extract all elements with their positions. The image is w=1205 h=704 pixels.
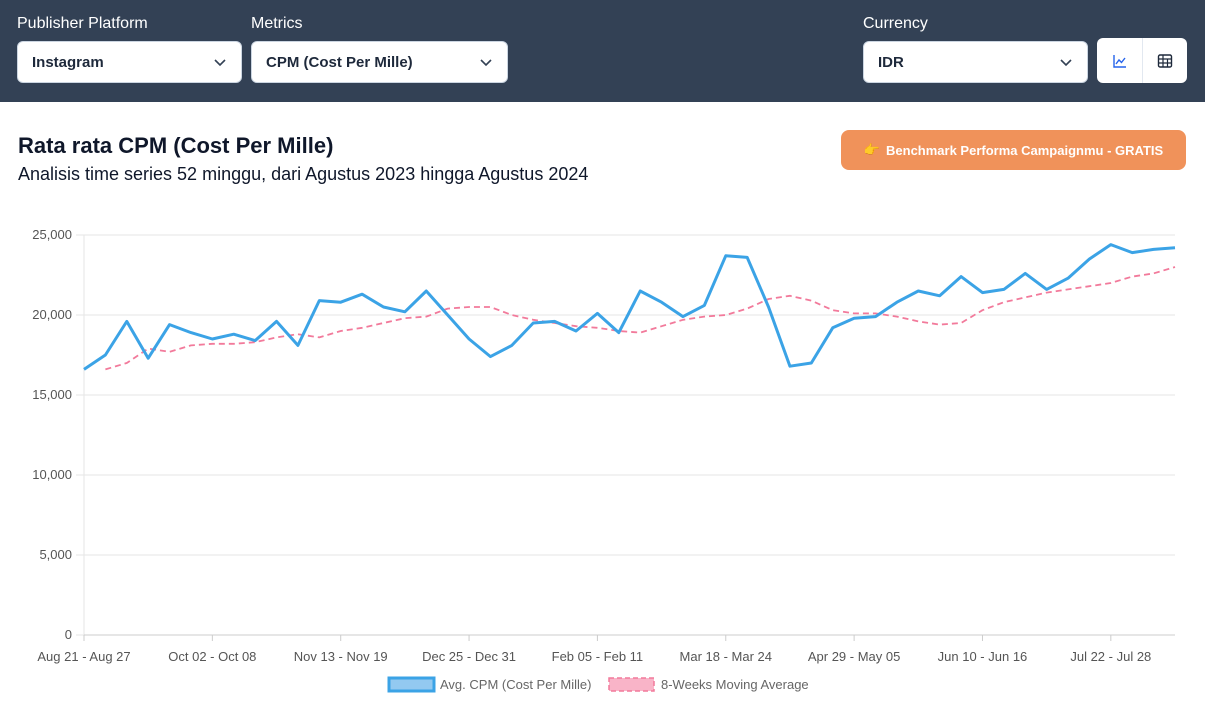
series [83, 243, 1176, 371]
currency-select[interactable]: IDR [863, 41, 1088, 83]
y-tick-label: 15,000 [32, 387, 72, 402]
chevron-down-icon [214, 59, 226, 67]
series-line-moving-average [105, 266, 1176, 371]
axes: 0 5,000 10,000 15,000 20,000 25,000 Aug 21 - A… [32, 227, 1175, 664]
metrics-select[interactable]: CPM (Cost Per Mille) [251, 41, 508, 83]
currency-label: Currency [863, 15, 928, 32]
cpm-line-chart: 0 5,000 10,000 15,000 20,000 25,000 Aug 21 - A… [32, 227, 1176, 693]
view-toggle [1097, 38, 1187, 83]
publisher-platform-label: Publisher Platform [17, 15, 148, 32]
y-tick-label: 20,000 [32, 307, 72, 322]
currency-value: IDR [878, 53, 904, 71]
chart-title: Rata rata CPM (Cost Per Mille) [18, 133, 334, 158]
chart-subtitle: Analisis time series 52 minggu, dari Agu… [18, 164, 589, 184]
x-tick-label: Nov 13 - Nov 19 [294, 649, 388, 664]
legend: Avg. CPM (Cost Per Mille) 8-Weeks Moving … [387, 676, 809, 693]
legend-label-avg-cpm: Avg. CPM (Cost Per Mille) [440, 677, 591, 692]
line-chart-icon [1112, 54, 1126, 68]
x-tick-label: Jun 10 - Jun 16 [938, 649, 1028, 664]
gridlines [84, 234, 1175, 636]
x-tick-label: Mar 18 - Mar 24 [680, 649, 772, 664]
x-tick-label: Feb 05 - Feb 11 [552, 649, 644, 664]
x-tick-label: Jul 22 - Jul 28 [1070, 649, 1151, 664]
pointing-hand-icon: 👉 [863, 142, 881, 157]
y-tick-label: 10,000 [32, 467, 72, 482]
legend-label-moving-average: 8-Weeks Moving Average [661, 677, 809, 692]
x-tick-label: Aug 21 - Aug 27 [37, 649, 130, 664]
y-tick-label: 0 [65, 627, 72, 642]
y-tick-label: 5,000 [39, 547, 72, 562]
table-icon [1157, 53, 1173, 68]
metrics-value: CPM (Cost Per Mille) [266, 53, 413, 71]
legend-swatch-avg-cpm [387, 676, 436, 693]
benchmark-button[interactable]: 👉 Benchmark Performa Campaignmu - GRATIS [841, 130, 1186, 170]
filter-bar: Publisher Platform Instagram Metrics CPM… [0, 0, 1205, 102]
table-view-button[interactable] [1142, 38, 1187, 83]
chart-view-button[interactable] [1097, 38, 1142, 83]
y-tick-label: 25,000 [32, 227, 72, 242]
chevron-down-icon [1060, 59, 1072, 67]
publisher-platform-value: Instagram [32, 53, 104, 71]
x-tick-label: Dec 25 - Dec 31 [422, 649, 516, 664]
series-line-avg-cpm [83, 243, 1176, 371]
legend-swatch-moving-average [608, 677, 655, 692]
x-tick-label: Oct 02 - Oct 08 [168, 649, 256, 664]
x-tick-label: Apr 29 - May 05 [808, 649, 901, 664]
publisher-platform-select[interactable]: Instagram [17, 41, 242, 83]
chevron-down-icon [480, 59, 492, 67]
metrics-label: Metrics [251, 15, 303, 32]
benchmark-button-label: Benchmark Performa Campaignmu - GRATIS [886, 142, 1164, 158]
